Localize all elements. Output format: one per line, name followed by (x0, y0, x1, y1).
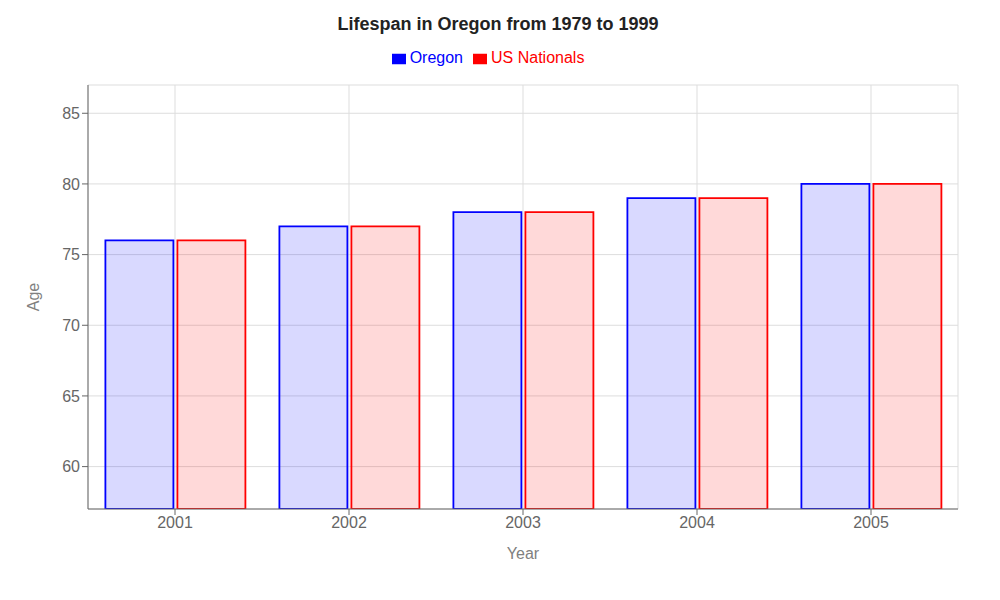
svg-text:60: 60 (62, 458, 80, 475)
html-text:Oregon: Oregon (409, 49, 463, 66)
svg-text:70: 70 (62, 317, 80, 334)
svg-text:85: 85 (62, 105, 80, 122)
svg-text:2002: 2002 (331, 514, 367, 531)
svg-text:Age: Age (25, 283, 42, 312)
html-text:Lifespan in Oregon from 1979 t: Lifespan in Oregon from 1979 to 1999 (337, 14, 659, 34)
svg-text:2001: 2001 (157, 514, 193, 531)
svg-text:2004: 2004 (679, 514, 715, 531)
svg-text:2003: 2003 (505, 514, 541, 531)
svg-text:75: 75 (62, 246, 80, 263)
html-text:US Nationals: US Nationals (491, 49, 585, 66)
svg-text:65: 65 (62, 388, 80, 405)
svg-text:Year: Year (507, 545, 540, 562)
svg-text:80: 80 (62, 176, 80, 193)
svg-text:2005: 2005 (853, 514, 889, 531)
